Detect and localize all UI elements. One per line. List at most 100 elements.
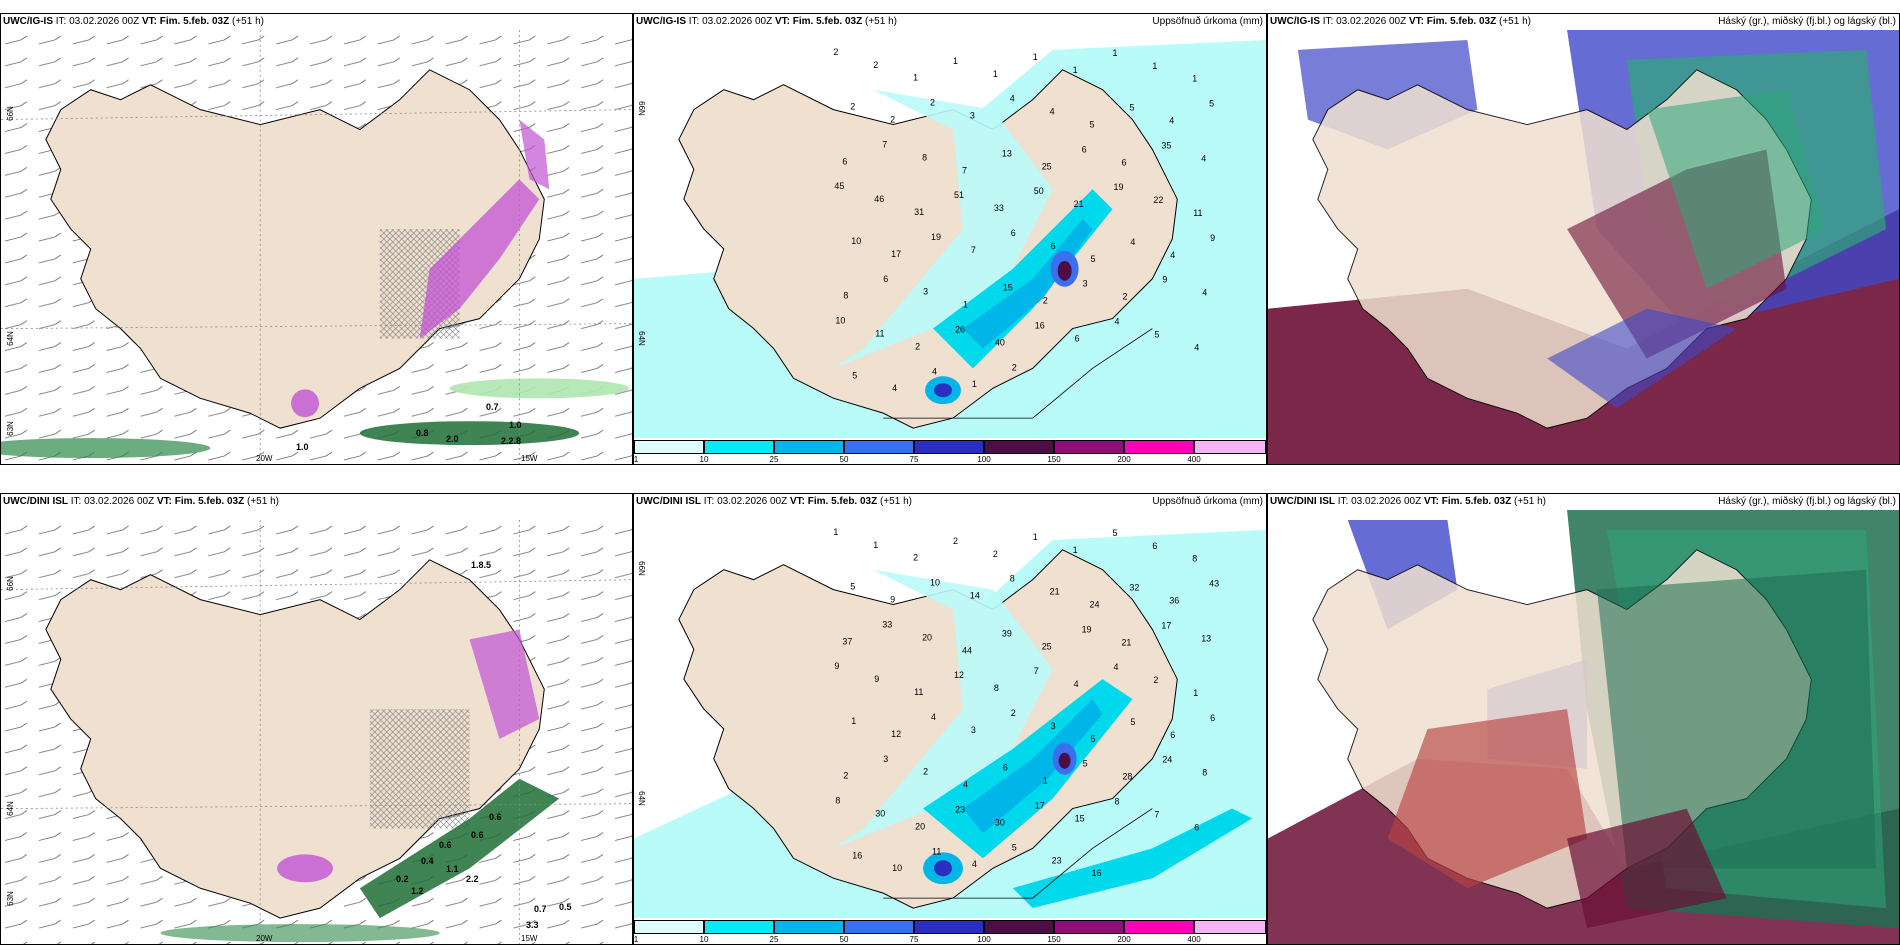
precip-value: 3 bbox=[970, 111, 975, 121]
precip-value: 4 bbox=[1074, 679, 1079, 689]
precip-value: 2 bbox=[1011, 708, 1016, 718]
precip-value: 22 bbox=[1153, 195, 1163, 205]
precip-value: 8 bbox=[1010, 574, 1015, 584]
value-label: 1.2 bbox=[411, 886, 424, 896]
lat-label: 64N bbox=[5, 331, 15, 346]
precip-value: 5 bbox=[1130, 717, 1135, 727]
precip-value: 46 bbox=[874, 194, 884, 204]
colorbar-tick: 75 bbox=[909, 455, 919, 464]
precip-value: 7 bbox=[962, 165, 967, 175]
precip-value: 30 bbox=[875, 809, 885, 819]
precip-value: 9 bbox=[890, 595, 895, 605]
panel-title: UWC/DINI ISL IT: 03.02.2026 00Z VT: Fim.… bbox=[1270, 496, 1546, 507]
precip-value: 6 bbox=[1152, 541, 1157, 551]
precip-value: 50 bbox=[1034, 186, 1044, 196]
lat-label: 64N bbox=[5, 801, 15, 816]
colorbar: 1 10 25 50 75 100 150 200 400 bbox=[634, 438, 1266, 464]
precip-value: 5 bbox=[1209, 99, 1214, 109]
precip-value: 4 bbox=[1169, 116, 1174, 126]
precip-value: 2 bbox=[833, 47, 838, 57]
precip-map: 2 2 1 1 1 1 1 1 1 1 2 2 2 3 4 4 5 5 4 5 6 7 8 7 13 25 6 6 35 4 45 46 31 5… bbox=[634, 30, 1266, 438]
colorbar-tick: 150 bbox=[1047, 935, 1061, 944]
precip-value: 13 bbox=[1201, 633, 1211, 643]
precip-value: 23 bbox=[955, 805, 965, 815]
precip-value: 16 bbox=[1092, 868, 1102, 878]
precip-value: 10 bbox=[892, 863, 902, 873]
colorbar-tick: 10 bbox=[699, 455, 709, 464]
precip-value: 2 bbox=[993, 549, 998, 559]
precip-value: 1 bbox=[953, 56, 958, 66]
precip-value: 2 bbox=[843, 771, 848, 781]
precip-value: 9 bbox=[874, 674, 879, 684]
precip-value: 5 bbox=[850, 582, 855, 592]
precip-value: 17 bbox=[1035, 801, 1045, 811]
precip-value: 9 bbox=[834, 661, 839, 671]
precip-value: 30 bbox=[995, 817, 1005, 827]
precip-value: 35 bbox=[1161, 140, 1171, 150]
precip-value: 1 bbox=[963, 300, 968, 310]
precip-value: 16 bbox=[1035, 321, 1045, 331]
precip-value: 11 bbox=[875, 329, 884, 339]
precip-value: 5 bbox=[1083, 759, 1088, 769]
precip-value: 13 bbox=[1002, 148, 1012, 158]
wind-map bbox=[1, 520, 632, 944]
wind-map bbox=[1, 30, 632, 464]
lon-label: 20W bbox=[256, 934, 273, 943]
precip-value: 44 bbox=[962, 645, 972, 655]
precip-value: 8 bbox=[835, 796, 840, 806]
precip-value: 10 bbox=[835, 316, 845, 326]
precip-value: 8 bbox=[1192, 554, 1197, 564]
precip-value: 1 bbox=[1112, 48, 1117, 58]
value-label: 0.4 bbox=[421, 856, 434, 866]
lon-label: 15W bbox=[521, 934, 538, 943]
colorbar-tick: 10 bbox=[699, 935, 709, 944]
precip-value: 9 bbox=[1162, 275, 1167, 285]
precip-point-labels: 2211111111222344554567871325663544546315… bbox=[833, 47, 1215, 393]
precip-value: 10 bbox=[930, 578, 940, 588]
precip-value: 1 bbox=[993, 69, 998, 79]
colorbar-tick: 400 bbox=[1187, 935, 1201, 944]
panel-subtitle: Háský (gr.), miðský (fj.bl.) og lágský (… bbox=[1718, 16, 1896, 27]
precip-value: 10 bbox=[851, 236, 861, 246]
precip-value: 45 bbox=[834, 181, 844, 191]
precip-value: 33 bbox=[882, 619, 892, 629]
precip-value: 7 bbox=[1034, 666, 1039, 676]
panel-title: UWC/DINI ISL IT: 03.02.2026 00Z VT: Fim.… bbox=[3, 496, 279, 507]
precip-value: 17 bbox=[891, 249, 901, 259]
panel-top-middle: UWC/IG-IS IT: 03.02.2026 00Z VT: Fim. 5.… bbox=[633, 13, 1267, 465]
value-label: 3.3 bbox=[526, 920, 539, 930]
lon-label: 20W bbox=[256, 454, 273, 463]
precip-value: 1 bbox=[833, 527, 838, 537]
precip-value: 5 bbox=[1091, 254, 1096, 264]
lat-label: 66N bbox=[636, 101, 646, 116]
precip-value: 3 bbox=[923, 287, 928, 297]
precip-value: 4 bbox=[1130, 237, 1135, 247]
value-label: 0.5 bbox=[559, 902, 572, 912]
precip-value: 4 bbox=[1202, 288, 1207, 298]
precip-value: 4 bbox=[931, 712, 936, 722]
precip-value: 4 bbox=[932, 366, 937, 376]
lat-label: 63N bbox=[5, 891, 15, 906]
precip-value: 5 bbox=[1154, 329, 1159, 339]
precip-value: 12 bbox=[954, 670, 964, 680]
lon-label: 15W bbox=[521, 454, 538, 463]
panel-subtitle: Uppsöfnuð úrkoma (mm) bbox=[1152, 16, 1263, 27]
value-label: 0.6 bbox=[489, 812, 502, 822]
precip-value: 8 bbox=[994, 683, 999, 693]
precip-value: 20 bbox=[922, 632, 932, 642]
precip-value: 15 bbox=[1075, 813, 1085, 823]
precip-value: 6 bbox=[883, 274, 888, 284]
precip-value: 3 bbox=[971, 725, 976, 735]
colorbar-tick: 400 bbox=[1187, 455, 1201, 464]
precip-value: 37 bbox=[842, 636, 852, 646]
precip-value: 6 bbox=[1121, 157, 1126, 167]
precip-value: 9 bbox=[1210, 233, 1215, 243]
precip-value: 1 bbox=[1073, 545, 1078, 555]
precip-value: 7 bbox=[882, 139, 887, 149]
precip-value: 43 bbox=[1209, 579, 1219, 589]
panel-top-left: UWC/IG-IS IT: 03.02.2026 00Z VT: Fim. 5.… bbox=[0, 13, 633, 465]
precip-value: 7 bbox=[1154, 809, 1159, 819]
precip-value: 6 bbox=[1003, 763, 1008, 773]
colorbar-tick: 25 bbox=[769, 935, 779, 944]
precip-value: 7 bbox=[971, 245, 976, 255]
